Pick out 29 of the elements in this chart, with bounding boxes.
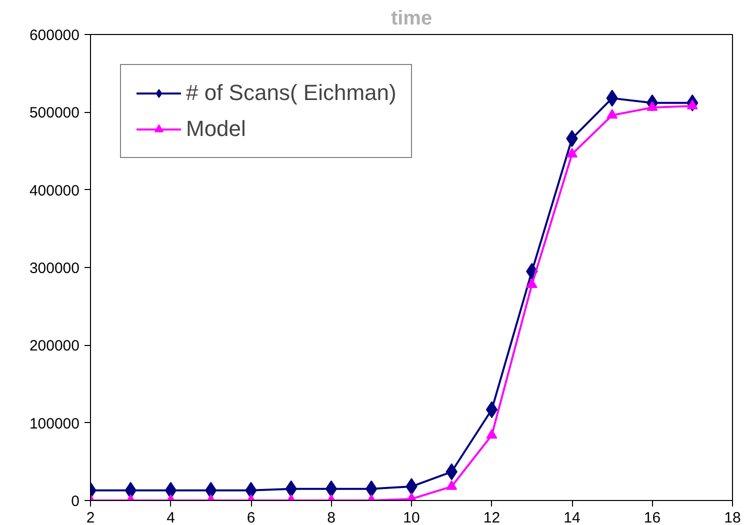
x-tick-label: 14 <box>564 510 580 525</box>
point <box>446 480 458 490</box>
y-tick-label: 500000 <box>29 104 80 122</box>
point <box>526 278 538 288</box>
point <box>646 101 658 111</box>
y-tick-label: 400000 <box>29 182 80 200</box>
y-tick-label: 300000 <box>29 260 80 277</box>
legend-label: Model <box>186 116 246 142</box>
x-tick-label: 10 <box>403 510 420 525</box>
x-tick-label: 12 <box>483 510 500 525</box>
point <box>566 148 578 158</box>
x-tick-label: 6 <box>246 510 256 525</box>
x-tick-label: 8 <box>327 510 336 525</box>
y-tick-label: 200000 <box>29 338 80 355</box>
point <box>686 100 698 110</box>
point <box>164 482 177 499</box>
y-tick-label: 600000 <box>29 27 80 44</box>
point <box>486 401 498 418</box>
point <box>606 109 618 119</box>
x-tick-label: 18 <box>724 510 741 525</box>
y-tick-label: 0 <box>71 493 80 510</box>
legend-label: # of Scans( Eichman) <box>186 80 396 106</box>
point <box>486 428 498 439</box>
chart-title: time <box>390 8 432 30</box>
x-tick-label: 2 <box>86 510 95 525</box>
point <box>325 480 338 498</box>
y-tick-label: 100000 <box>29 415 80 432</box>
x-tick-label: 16 <box>644 510 661 525</box>
x-tick-label: 4 <box>166 510 175 525</box>
